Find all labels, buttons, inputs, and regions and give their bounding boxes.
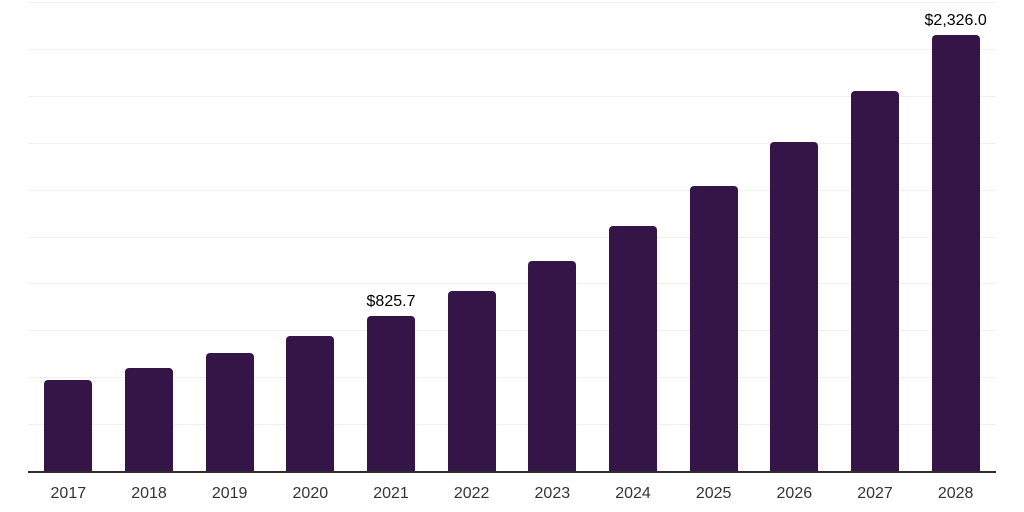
x-tick-label: 2024 bbox=[615, 485, 651, 502]
x-tick-label: 2017 bbox=[50, 485, 87, 502]
x-tick-label: 2018 bbox=[131, 485, 167, 502]
bar-2025 bbox=[689, 185, 738, 471]
bar-2020 bbox=[286, 335, 335, 471]
gridline bbox=[28, 424, 996, 426]
gridline bbox=[28, 236, 996, 238]
bar-2017 bbox=[44, 380, 93, 471]
x-tick-label: 2022 bbox=[453, 485, 490, 502]
x-axis-line bbox=[28, 471, 996, 473]
gridline bbox=[28, 95, 996, 97]
bar-2018 bbox=[125, 367, 173, 471]
bar-2022 bbox=[447, 290, 496, 471]
bar-2021 bbox=[367, 316, 415, 471]
x-tick-label: 2019 bbox=[211, 485, 248, 502]
gridline bbox=[28, 330, 996, 332]
bar-value-label: $825.7 bbox=[366, 293, 416, 311]
bar-2019 bbox=[205, 352, 254, 471]
bar-value-label: $2,326.0 bbox=[924, 11, 987, 29]
bar-2027 bbox=[851, 91, 899, 471]
gridline bbox=[28, 377, 996, 379]
x-tick-label: 2027 bbox=[857, 485, 893, 502]
bar-2024 bbox=[609, 226, 657, 471]
plot-area: 2017 2018 2019 2020 2021 2022 2023 2024 2025 2026… bbox=[28, 0, 996, 512]
gridline bbox=[28, 2, 996, 3]
bar-2026 bbox=[770, 141, 819, 471]
gridline bbox=[28, 283, 996, 285]
x-tick-label: 2020 bbox=[292, 485, 329, 502]
bar-2023 bbox=[528, 260, 577, 471]
x-tick-label: 2026 bbox=[776, 485, 813, 502]
x-tick-label: 2028 bbox=[937, 485, 974, 502]
gridline bbox=[28, 48, 996, 50]
gridline bbox=[28, 189, 996, 191]
x-tick-label: 2021 bbox=[373, 485, 409, 502]
bar-2028 bbox=[931, 34, 980, 471]
gridline bbox=[28, 142, 996, 144]
x-tick-label: 2025 bbox=[695, 485, 732, 502]
x-tick-label: 2023 bbox=[534, 485, 571, 502]
